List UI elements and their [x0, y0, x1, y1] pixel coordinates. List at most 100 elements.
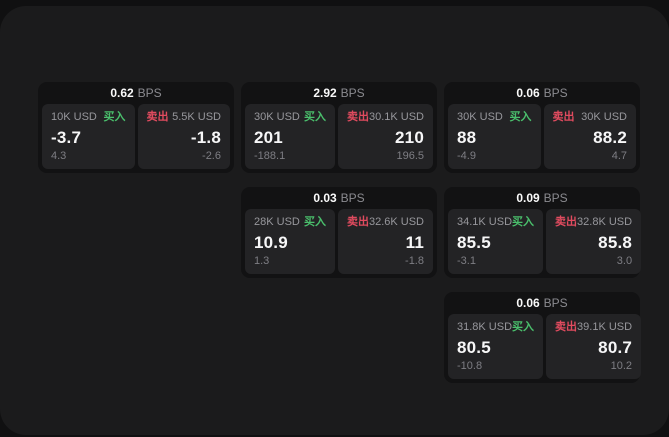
sell-amount: 30.1K USD: [368, 111, 424, 123]
buy-panel[interactable]: 34.1K USD 买入 85.5 -3.1: [448, 209, 544, 274]
sell-sub-value: -1.8: [405, 255, 424, 267]
buy-panel-top: 30K USD 买入: [254, 111, 326, 124]
buy-side-label: 买入: [512, 321, 535, 333]
buy-panel-top: 34.1K USD 买入: [457, 216, 534, 229]
bps-value: 0.09: [516, 191, 540, 205]
bps-value: 2.92: [313, 86, 337, 100]
buy-amount: 10K USD: [51, 111, 97, 123]
bps-unit-label: BPS: [340, 86, 365, 100]
buy-panel-top: 30K USD 买入: [457, 111, 532, 124]
buy-amount: 30K USD: [254, 111, 300, 123]
bps-unit-label: BPS: [137, 86, 162, 100]
sell-price: -1.8: [190, 127, 221, 147]
buy-amount: 31.8K USD: [457, 321, 513, 333]
sell-panel-top: 卖出 32.6K USD: [347, 216, 424, 229]
buy-amount: 28K USD: [254, 216, 300, 228]
buy-side-label: 买入: [509, 111, 532, 123]
sell-panel-top: 卖出 39.1K USD: [555, 321, 632, 334]
buy-panel-top: 10K USD 买入: [51, 111, 126, 124]
buy-price: 201: [254, 127, 283, 147]
bps-unit-label: BPS: [340, 191, 365, 205]
sell-sub-value: 3.0: [616, 255, 633, 267]
card-header: 0.06 BPS: [444, 82, 640, 104]
sell-amount: 5.5K USD: [172, 111, 221, 123]
card-body: 30K USD 买入 201 -188.1 卖出 30.1K USD 210 1…: [245, 104, 433, 169]
quote-card: 2.92 BPS 30K USD 买入 201 -188.1 卖出 30.1K …: [241, 82, 437, 173]
sell-amount: 32.8K USD: [577, 216, 633, 228]
sell-panel[interactable]: 卖出 39.1K USD 80.7 10.2: [546, 314, 642, 379]
buy-sub-value: -3.1: [457, 255, 476, 267]
sell-price: 88.2: [593, 127, 627, 147]
sell-panel-top: 卖出 5.5K USD: [147, 111, 222, 124]
buy-panel[interactable]: 28K USD 买入 10.9 1.3: [245, 209, 335, 274]
buy-sub-value: -188.1: [254, 150, 286, 162]
card-header: 0.62 BPS: [38, 82, 234, 104]
sell-price: 210: [395, 127, 424, 147]
sell-side-label: 卖出: [146, 111, 169, 123]
sell-sub-value: -2.6: [202, 150, 221, 162]
sell-panel[interactable]: 卖出 5.5K USD -1.8 -2.6: [137, 104, 230, 169]
card-body: 10K USD 买入 -3.7 4.3 卖出 5.5K USD -1.8 -2.…: [42, 104, 230, 169]
main-panel: 0.62 BPS 10K USD 买入 -3.7 4.3 卖出 5.5K USD…: [0, 6, 669, 435]
buy-price: -3.7: [51, 127, 82, 147]
sell-sub-value: 10.2: [610, 360, 633, 372]
card-header: 0.06 BPS: [444, 292, 640, 314]
card-body: 28K USD 买入 10.9 1.3 卖出 32.6K USD 11 -1.8: [245, 209, 433, 274]
buy-panel[interactable]: 10K USD 买入 -3.7 4.3: [42, 104, 135, 169]
sell-side-label: 卖出: [346, 111, 369, 123]
buy-side-label: 买入: [103, 111, 126, 123]
quote-card: 0.06 BPS 30K USD 买入 88 -4.9 卖出 30K USD 8…: [444, 82, 640, 173]
buy-amount: 30K USD: [457, 111, 503, 123]
bps-value: 0.06: [516, 296, 540, 310]
card-body: 31.8K USD 买入 80.5 -10.8 卖出 39.1K USD 80.…: [448, 314, 642, 379]
card-header: 0.03 BPS: [241, 187, 437, 209]
buy-price: 88: [457, 127, 477, 147]
card-body: 34.1K USD 买入 85.5 -3.1 卖出 32.8K USD 85.8…: [448, 209, 642, 274]
sell-side-label: 卖出: [555, 216, 578, 228]
sell-panel[interactable]: 卖出 30.1K USD 210 196.5: [337, 104, 433, 169]
sell-side-label: 卖出: [555, 321, 578, 333]
bps-value: 0.62: [110, 86, 134, 100]
sell-panel[interactable]: 卖出 32.6K USD 11 -1.8: [337, 209, 433, 274]
card-header: 0.09 BPS: [444, 187, 640, 209]
buy-side-label: 买入: [512, 216, 535, 228]
bps-unit-label: BPS: [543, 191, 568, 205]
quote-card: 0.06 BPS 31.8K USD 买入 80.5 -10.8 卖出 39.1…: [444, 292, 642, 383]
sell-price: 11: [405, 232, 424, 252]
card-header: 2.92 BPS: [241, 82, 437, 104]
buy-sub-value: 4.3: [51, 150, 67, 162]
buy-price: 10.9: [254, 232, 288, 252]
sell-amount: 39.1K USD: [577, 321, 633, 333]
bps-unit-label: BPS: [543, 296, 568, 310]
sell-sub-value: 196.5: [396, 150, 424, 162]
bps-value: 0.06: [516, 86, 540, 100]
buy-price: 80.5: [457, 337, 491, 357]
buy-price: 85.5: [457, 232, 491, 252]
buy-sub-value: -10.8: [457, 360, 483, 372]
sell-price: 80.7: [598, 337, 633, 357]
sell-panel[interactable]: 卖出 30K USD 88.2 4.7: [543, 104, 636, 169]
buy-panel[interactable]: 30K USD 买入 88 -4.9: [448, 104, 541, 169]
bps-value: 0.03: [313, 191, 337, 205]
sell-price: 85.8: [598, 232, 633, 252]
sell-side-label: 卖出: [346, 216, 369, 228]
buy-panel[interactable]: 31.8K USD 买入 80.5 -10.8: [448, 314, 544, 379]
buy-side-label: 买入: [303, 111, 326, 123]
buy-sub-value: 1.3: [254, 255, 270, 267]
sell-panel[interactable]: 卖出 32.8K USD 85.8 3.0: [546, 209, 642, 274]
quote-card: 0.09 BPS 34.1K USD 买入 85.5 -3.1 卖出 32.8K…: [444, 187, 642, 278]
sell-sub-value: 4.7: [611, 150, 627, 162]
buy-side-label: 买入: [303, 216, 326, 228]
buy-sub-value: -4.9: [457, 150, 476, 162]
sell-amount: 32.6K USD: [368, 216, 424, 228]
buy-amount: 34.1K USD: [457, 216, 513, 228]
bps-unit-label: BPS: [543, 86, 568, 100]
card-body: 30K USD 买入 88 -4.9 卖出 30K USD 88.2 4.7: [448, 104, 636, 169]
buy-panel-top: 31.8K USD 买入: [457, 321, 534, 334]
sell-amount: 30K USD: [581, 111, 627, 123]
sell-side-label: 卖出: [552, 111, 575, 123]
buy-panel[interactable]: 30K USD 买入 201 -188.1: [245, 104, 335, 169]
buy-panel-top: 28K USD 买入: [254, 216, 326, 229]
sell-panel-top: 卖出 30.1K USD: [347, 111, 424, 124]
sell-panel-top: 卖出 32.8K USD: [555, 216, 632, 229]
